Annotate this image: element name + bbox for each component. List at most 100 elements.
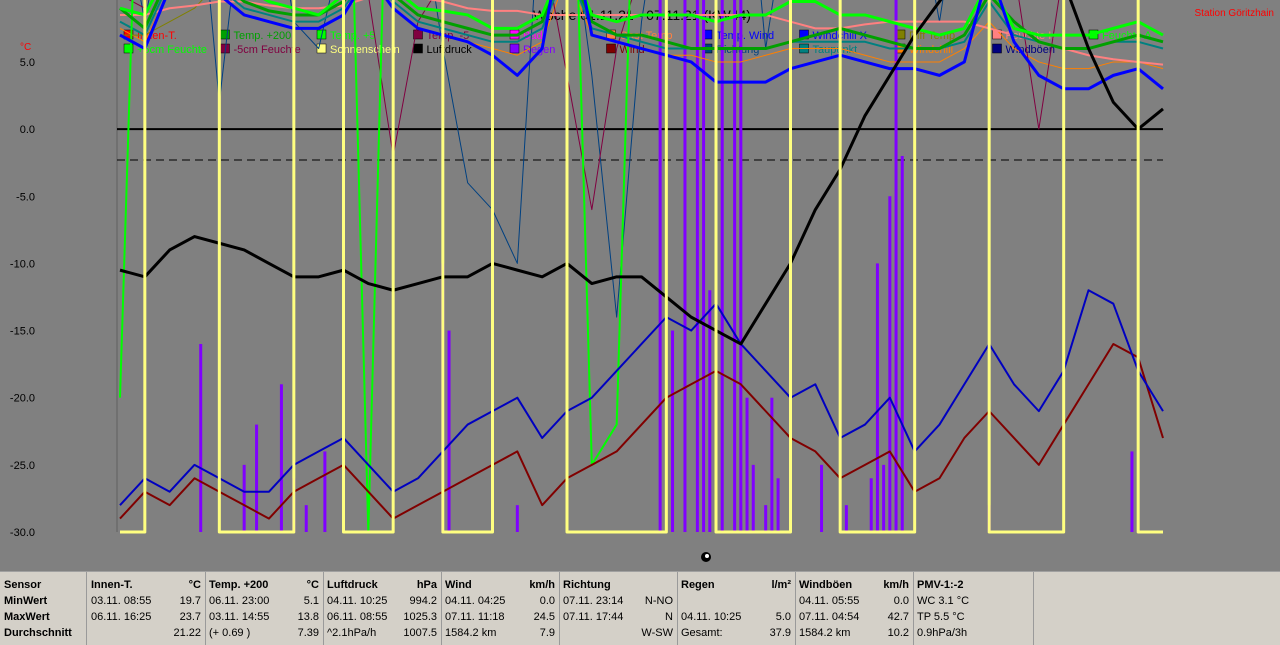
rain-bar (869, 478, 873, 532)
rain-bar (770, 397, 774, 532)
legend-swatch (606, 43, 616, 54)
legend-swatch (992, 43, 1002, 54)
max-value: 42.7 (887, 611, 909, 623)
stats-max-row: 07.11. 17:44 N (563, 610, 673, 625)
max-value: 1025.3 (403, 611, 437, 623)
avg-value: 7.9 (539, 627, 555, 639)
stats-column-title: Windböen km/h (799, 578, 909, 593)
rain-bar (844, 505, 848, 532)
rain-bar (776, 478, 780, 532)
stats-avg-row: 1584.2 km 7.9 (445, 626, 555, 641)
min-time: 04.11. 10:25 (327, 595, 388, 607)
column-title: PMV-1:-2 (917, 579, 964, 591)
stats-column-title: Luftdruck hPa (327, 578, 437, 593)
y-tick-label: 10.0 (14, 0, 35, 2)
stats-min-row: 04.11. 05:55 0.0 (799, 594, 909, 609)
max-time: 07.11. 04:54 (799, 611, 860, 623)
column-unit: hPa (416, 579, 437, 591)
rain-bar (658, 0, 662, 533)
column-unit: km/h (883, 579, 909, 591)
legend-entry: Temp. Wind (716, 30, 774, 42)
legend-entry: Feuchte A. (1102, 30, 1155, 42)
stats-column-title: Richtung (563, 578, 673, 593)
avg-label: Durchschnitt (4, 627, 72, 639)
max-value: 5.0 (775, 611, 791, 623)
max-time: 07.11. 11:18 (445, 611, 505, 623)
rain-bar (720, 0, 724, 532)
max-value: 24.5 (533, 611, 555, 623)
min-time: 06.11. 23:00 (209, 595, 270, 607)
stats-column-7: PMV-1:-2 WC 3.1 °C TP 5.5 °C 0.9hPa/3h (913, 572, 1034, 645)
stats-column-3: Wind km/h 04.11. 04:25 0.0 07.11. 11:18 24.5 1… (441, 572, 560, 645)
stats-min-row: 04.11. 04:25 0.0 (445, 594, 555, 609)
column-title: Wind (445, 579, 472, 591)
legend-entry: +5cm Feuchte (137, 44, 207, 56)
avg-value: 21.22 (173, 627, 201, 639)
rain-bar (733, 0, 737, 533)
rain-bar (745, 397, 749, 532)
rain-bar (323, 451, 327, 532)
y-tick-label: -15.0 (10, 326, 35, 338)
legend-entry: Taupunkt (813, 44, 858, 56)
min-label: MinWert (4, 595, 48, 607)
legend-swatch (413, 29, 423, 40)
column-unit: km/h (529, 579, 555, 591)
rain-bar (255, 424, 259, 532)
column-title: Luftdruck (327, 579, 378, 591)
avg-extra: 1584.2 km (799, 627, 851, 639)
y-axis-unit: °C (20, 42, 31, 53)
y-tick-label: -20.0 (10, 393, 35, 405)
avg-extra: 1584.2 km (445, 627, 497, 639)
legend-swatch (509, 43, 520, 54)
y-tick-label: -30.0 (10, 527, 35, 539)
max-time: TP 5.5 °C (917, 611, 965, 623)
stats-avg-row: ^2.1hPa/h 1007.5 (327, 626, 437, 641)
legend-swatch (413, 43, 423, 54)
rain-bar (882, 464, 886, 532)
legend-entry: Bad (523, 30, 543, 42)
column-title: Innen-T. (91, 579, 133, 591)
min-value: 19.7 (179, 595, 201, 607)
avg-value: W-SW (641, 627, 673, 639)
legend-swatch (316, 43, 327, 54)
rain-bar (739, 0, 743, 532)
stats-avg-row: 21.22 (91, 626, 201, 641)
statistics-panel: Sensor MinWert MaxWert Durchschnitt Inne… (0, 571, 1280, 645)
stats-avg-row: (+ 0.69 ) 7.39 (209, 626, 319, 641)
column-unit: °C (306, 579, 319, 591)
stats-max-row: 07.11. 11:18 24.5 (445, 610, 555, 625)
scroll-marker-icon[interactable] (701, 552, 711, 562)
weather-chart: Woche 01.11.21 - 07.11.21 (KW44) Station… (10, 0, 1274, 562)
rain-bar (888, 196, 892, 532)
min-time: 04.11. 04:25 (445, 595, 506, 607)
rain-bar (1130, 451, 1134, 532)
max-value: N (665, 611, 673, 623)
stats-column-title: Temp. +200 °C (209, 578, 319, 593)
stats-max-row: 06.11. 08:55 1025.3 (327, 610, 437, 625)
avg-value: 10.2 (887, 627, 909, 639)
legend-swatch (123, 43, 134, 54)
rain-bar (671, 330, 675, 532)
stats-column-6: Windböen km/h 04.11. 05:55 0.0 07.11. 04:54 4… (795, 572, 914, 645)
stats-column-5: Regen l/m² 04.11. 10:25 5.0 Gesamt: 37.9 (677, 572, 796, 645)
column-unit: °C (188, 579, 201, 591)
stats-min-row (681, 594, 791, 609)
rain-bar (875, 263, 879, 532)
column-title: Regen (681, 579, 715, 591)
series-line (119, 289, 1164, 506)
column-title: Temp. +200 (209, 579, 269, 591)
rain-bar (279, 384, 283, 532)
stats-min-row: 04.11. 10:25 994.2 (327, 594, 437, 609)
max-time: 06.11. 08:55 (327, 611, 388, 623)
legend-entry: Innen-T. (137, 30, 177, 42)
max-label: MaxWert (4, 611, 50, 623)
avg-value: 7.39 (297, 627, 319, 639)
stats-max-row: 06.11. 16:25 23.7 (91, 610, 201, 625)
stats-avg-row: W-SW (563, 626, 673, 641)
legend-entry: Temp. +200 (234, 30, 292, 42)
rain-bar (304, 505, 308, 532)
min-value: 0.0 (539, 595, 555, 607)
avg-extra: ^2.1hPa/h (327, 627, 377, 639)
legend-entry: Luftdruck (427, 44, 473, 56)
y-axis: 20.015.010.05.00.0-5.0-10.0-15.0-20.0-25… (10, 0, 35, 539)
